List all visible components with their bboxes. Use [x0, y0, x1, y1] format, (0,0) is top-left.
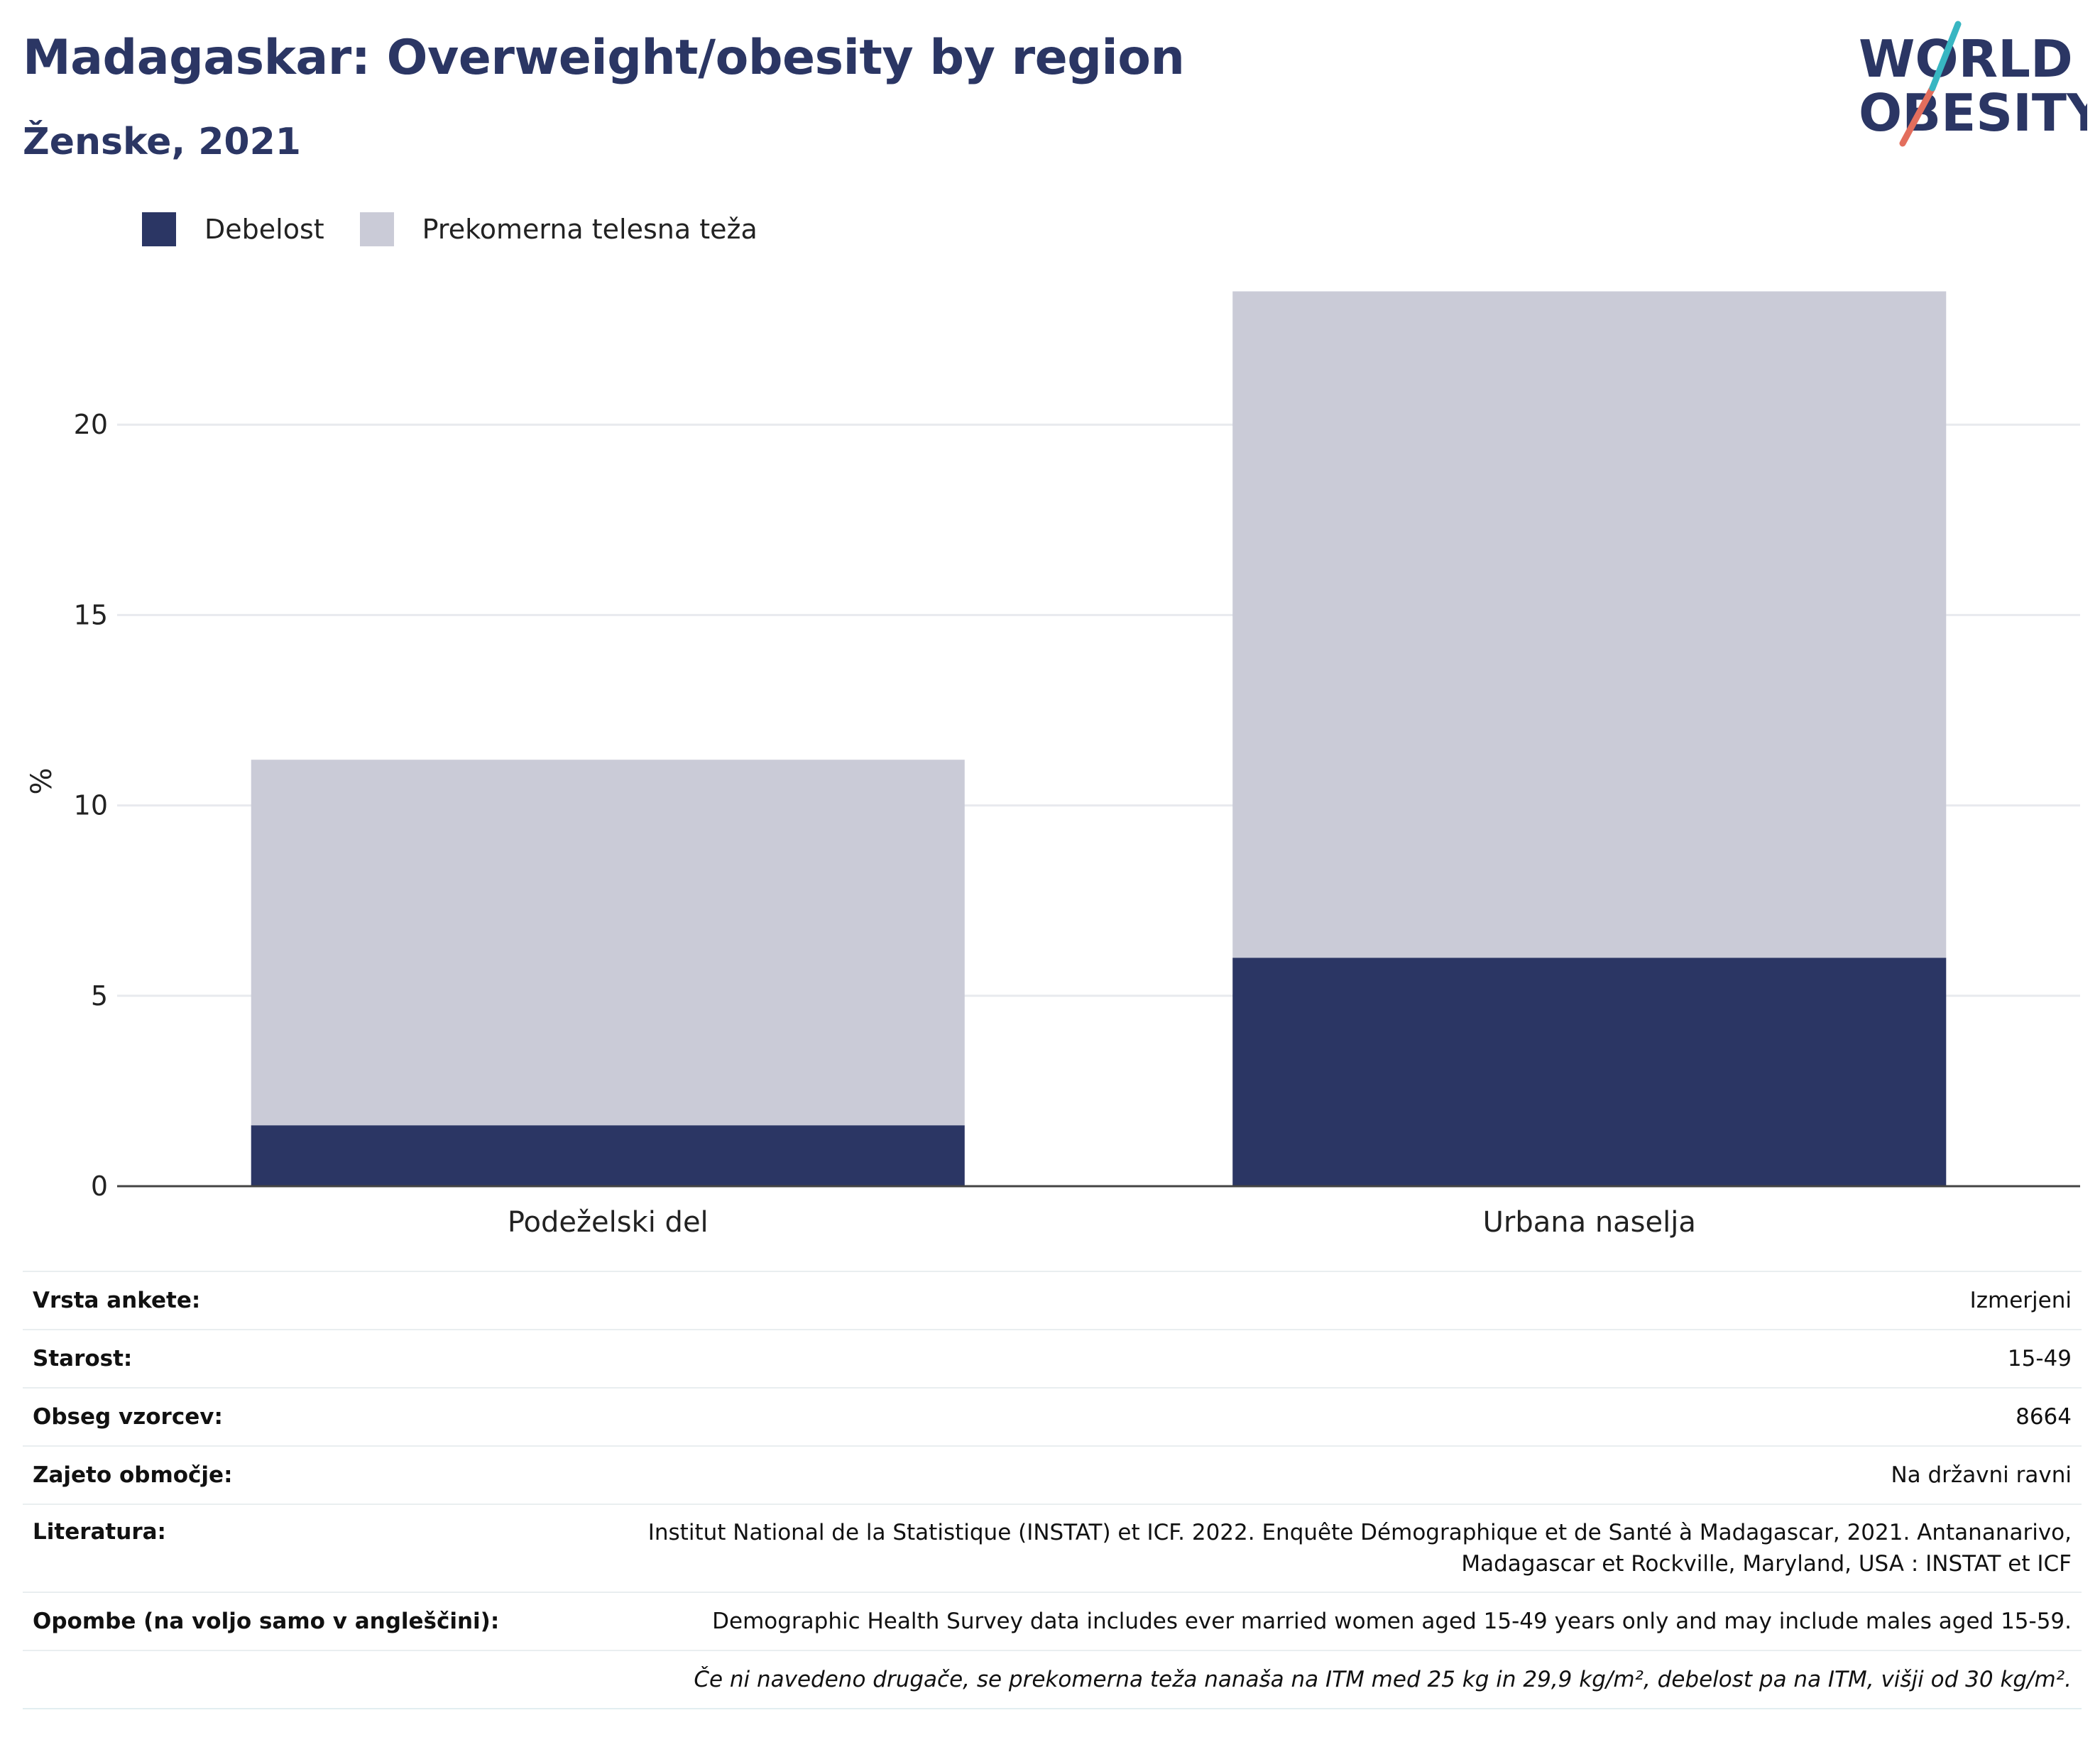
info-value: 8664 [540, 1387, 2082, 1446]
info-value: Demographic Health Survey data includes … [540, 1592, 2082, 1650]
info-key: Vrsta ankete: [23, 1271, 540, 1330]
info-key [23, 1650, 540, 1709]
logo-slash-coral [1899, 84, 1936, 147]
y-tick-label: 20 [74, 409, 108, 440]
axes: 0 5 10 15 20 Podeželski del Urbana naselja% [26, 409, 2080, 1239]
table-row: Literatura: Institut National de la Stat… [23, 1504, 2082, 1592]
info-value-line2: Madagascar et Rockville, Maryland, USA :… [1461, 1551, 2072, 1577]
survey-info-table: Vrsta ankete: Izmerjeni Starost: 15-49 O… [23, 1271, 2082, 1709]
legend-item-debelost: Debelost [142, 212, 324, 246]
x-tick-label: Podeželski del [508, 1206, 709, 1239]
y-axis-label: % [26, 767, 58, 794]
y-tick-label: 0 [91, 1171, 108, 1202]
table-row: Če ni navedeno drugače, se prekomerna te… [23, 1650, 2082, 1709]
legend-item-prekomerna: Prekomerna telesna teža [359, 212, 758, 246]
info-value: Institut National de la Statistique (INS… [540, 1504, 2082, 1592]
legend-swatch-debelost [142, 212, 176, 246]
bars [251, 291, 1947, 1186]
table-row: Vrsta ankete: Izmerjeni [23, 1271, 2082, 1330]
info-value-line1: Institut National de la Statistique (INS… [647, 1520, 2072, 1545]
info-key: Literatura: [23, 1504, 540, 1592]
x-tick-label: Urbana naselja [1483, 1206, 1696, 1239]
info-value: Če ni navedeno drugače, se prekomerna te… [540, 1650, 2082, 1709]
bar-debelost-1 [1232, 958, 1947, 1186]
bar-prekomerna-1 [1232, 291, 1947, 958]
info-value: Izmerjeni [540, 1271, 2082, 1330]
y-tick-label: 15 [74, 599, 108, 630]
info-key: Zajeto območje: [23, 1445, 540, 1504]
y-tick-label: 10 [74, 790, 108, 821]
info-value: 15-49 [540, 1329, 2082, 1388]
info-value: Na državni ravni [540, 1445, 2082, 1504]
world-obesity-logo: WORLD OBESITY [1859, 21, 2087, 147]
y-tick-label: 5 [91, 980, 108, 1012]
legend-label-debelost: Debelost [204, 214, 324, 245]
info-key: Opombe (na voljo samo v angleščini): [23, 1592, 540, 1650]
logo-text-world: WORLD [1859, 29, 2073, 89]
chart-title: Madagaskar: Overweight/obesity by region [23, 30, 1185, 86]
bar-prekomerna-0 [251, 760, 965, 1126]
chart-legend: Debelost Prekomerna telesna teža [142, 209, 793, 249]
table-row: Zajeto območje: Na državni ravni [23, 1445, 2082, 1504]
bar-debelost-0 [251, 1125, 965, 1186]
legend-swatch-prekomerna [359, 212, 394, 246]
table-row: Opombe (na voljo samo v angleščini): Dem… [23, 1592, 2082, 1650]
legend-label-prekomerna: Prekomerna telesna teža [422, 214, 758, 245]
table-row: Starost: 15-49 [23, 1329, 2082, 1388]
table-row: Obseg vzorcev: 8664 [23, 1387, 2082, 1446]
info-key: Starost: [23, 1329, 540, 1388]
info-key: Obseg vzorcev: [23, 1387, 540, 1446]
logo-slash-teal [1929, 21, 1962, 92]
stacked-bar-chart: 0 5 10 15 20 Podeželski del Urbana naselja% [26, 291, 2080, 1239]
logo-text-obesity: OBESITY [1859, 83, 2087, 143]
chart-subtitle: Ženske, 2021 [23, 121, 301, 163]
